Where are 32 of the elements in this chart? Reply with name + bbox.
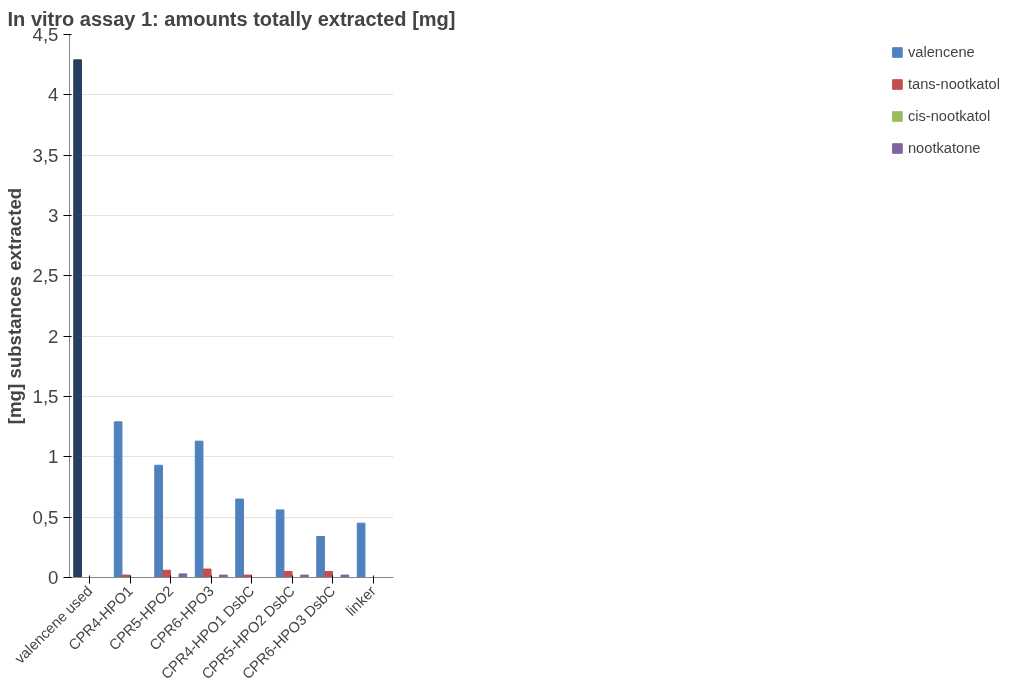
bar bbox=[324, 570, 334, 578]
bar bbox=[275, 509, 285, 578]
y-tick-label: 1 bbox=[48, 446, 59, 468]
bar bbox=[162, 569, 172, 578]
bar bbox=[113, 421, 123, 578]
bar bbox=[202, 568, 212, 578]
y-tick-label: 2,5 bbox=[32, 265, 59, 287]
y-tick-label: 1,5 bbox=[32, 386, 59, 407]
y-axis-title: [mg] substances extracted bbox=[3, 187, 25, 425]
y-tick-label: 2 bbox=[48, 325, 59, 347]
bar bbox=[356, 522, 366, 578]
bar bbox=[154, 464, 163, 578]
bar bbox=[178, 573, 188, 578]
bar bbox=[121, 574, 131, 578]
bar bbox=[243, 574, 253, 578]
legend-label: tans-nootkatol bbox=[907, 76, 1000, 92]
y-tick-label: 0,5 bbox=[32, 506, 59, 528]
legend-label: valencene bbox=[907, 44, 975, 60]
bar bbox=[235, 498, 244, 578]
y-tick-label: 3 bbox=[48, 205, 59, 226]
bar bbox=[194, 440, 204, 578]
y-tick-label: 0 bbox=[48, 567, 59, 588]
y-tick-label: 3,5 bbox=[32, 144, 59, 166]
bar bbox=[283, 570, 293, 578]
legend-label: cis-nootkatol bbox=[907, 108, 991, 124]
bar bbox=[340, 574, 350, 578]
bar bbox=[300, 574, 309, 578]
y-tick-label: 4 bbox=[48, 84, 59, 106]
bar bbox=[316, 535, 325, 578]
bar bbox=[73, 59, 82, 578]
legend-label: nootkatone bbox=[907, 140, 981, 156]
bar bbox=[219, 574, 228, 578]
